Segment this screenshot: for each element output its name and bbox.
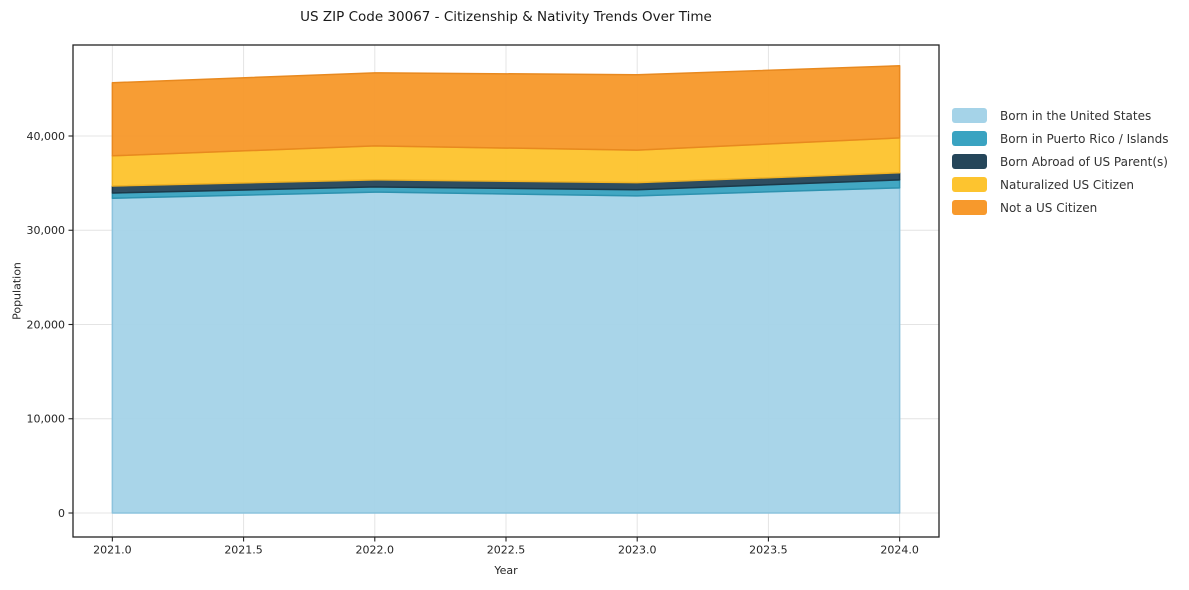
legend-item-born-in-puerto-rico-islands: Born in Puerto Rico / Islands <box>952 127 1169 150</box>
y-tick-label: 10,000 <box>27 413 66 426</box>
x-tick-label: 2023.5 <box>749 544 788 557</box>
legend-swatch-icon <box>952 131 987 146</box>
legend-swatch-icon <box>952 177 987 192</box>
legend-label: Born Abroad of US Parent(s) <box>1000 154 1168 169</box>
y-tick-label: 20,000 <box>27 318 66 331</box>
legend-swatch-icon <box>952 154 987 169</box>
chart-title: US ZIP Code 30067 - Citizenship & Nativi… <box>300 9 712 25</box>
x-axis-label: Year <box>494 564 518 577</box>
legend-label: Naturalized US Citizen <box>1000 177 1134 192</box>
legend-item-born-in-the-united-states: Born in the United States <box>952 104 1169 127</box>
legend-swatch-icon <box>952 108 987 123</box>
x-tick-label: 2021.0 <box>93 544 132 557</box>
x-tick-label: 2022.0 <box>356 544 395 557</box>
legend-item-not-a-us-citizen: Not a US Citizen <box>952 196 1169 219</box>
legend-label: Born in Puerto Rico / Islands <box>1000 131 1169 146</box>
x-tick-label: 2021.5 <box>224 544 263 557</box>
y-tick-label: 30,000 <box>27 224 66 237</box>
area-series-group <box>111 65 901 514</box>
legend-label: Born in the United States <box>1000 108 1152 123</box>
x-tick-label: 2022.5 <box>487 544 526 557</box>
x-tick-label: 2024.0 <box>880 544 919 557</box>
legend: Born in the United States Born in Puerto … <box>952 104 1169 219</box>
y-tick-label: 40,000 <box>27 130 66 143</box>
legend-item-naturalized-us-citizen: Naturalized US Citizen <box>952 173 1169 196</box>
legend-swatch-icon <box>952 200 987 215</box>
area-not-a-us-citizen <box>111 65 901 157</box>
legend-item-born-abroad-of-us-parent-s: Born Abroad of US Parent(s) <box>952 150 1169 173</box>
axis-ticks: 2021.0 2021.5 2022.0 2022.5 2023.0 2023.5 2024… <box>27 130 919 557</box>
x-tick-label: 2023.0 <box>618 544 657 557</box>
legend-label: Not a US Citizen <box>1000 200 1098 215</box>
y-axis-label: Population <box>10 262 24 320</box>
area-born-in-the-united-states <box>111 187 901 514</box>
y-tick-label: 0 <box>58 507 65 520</box>
